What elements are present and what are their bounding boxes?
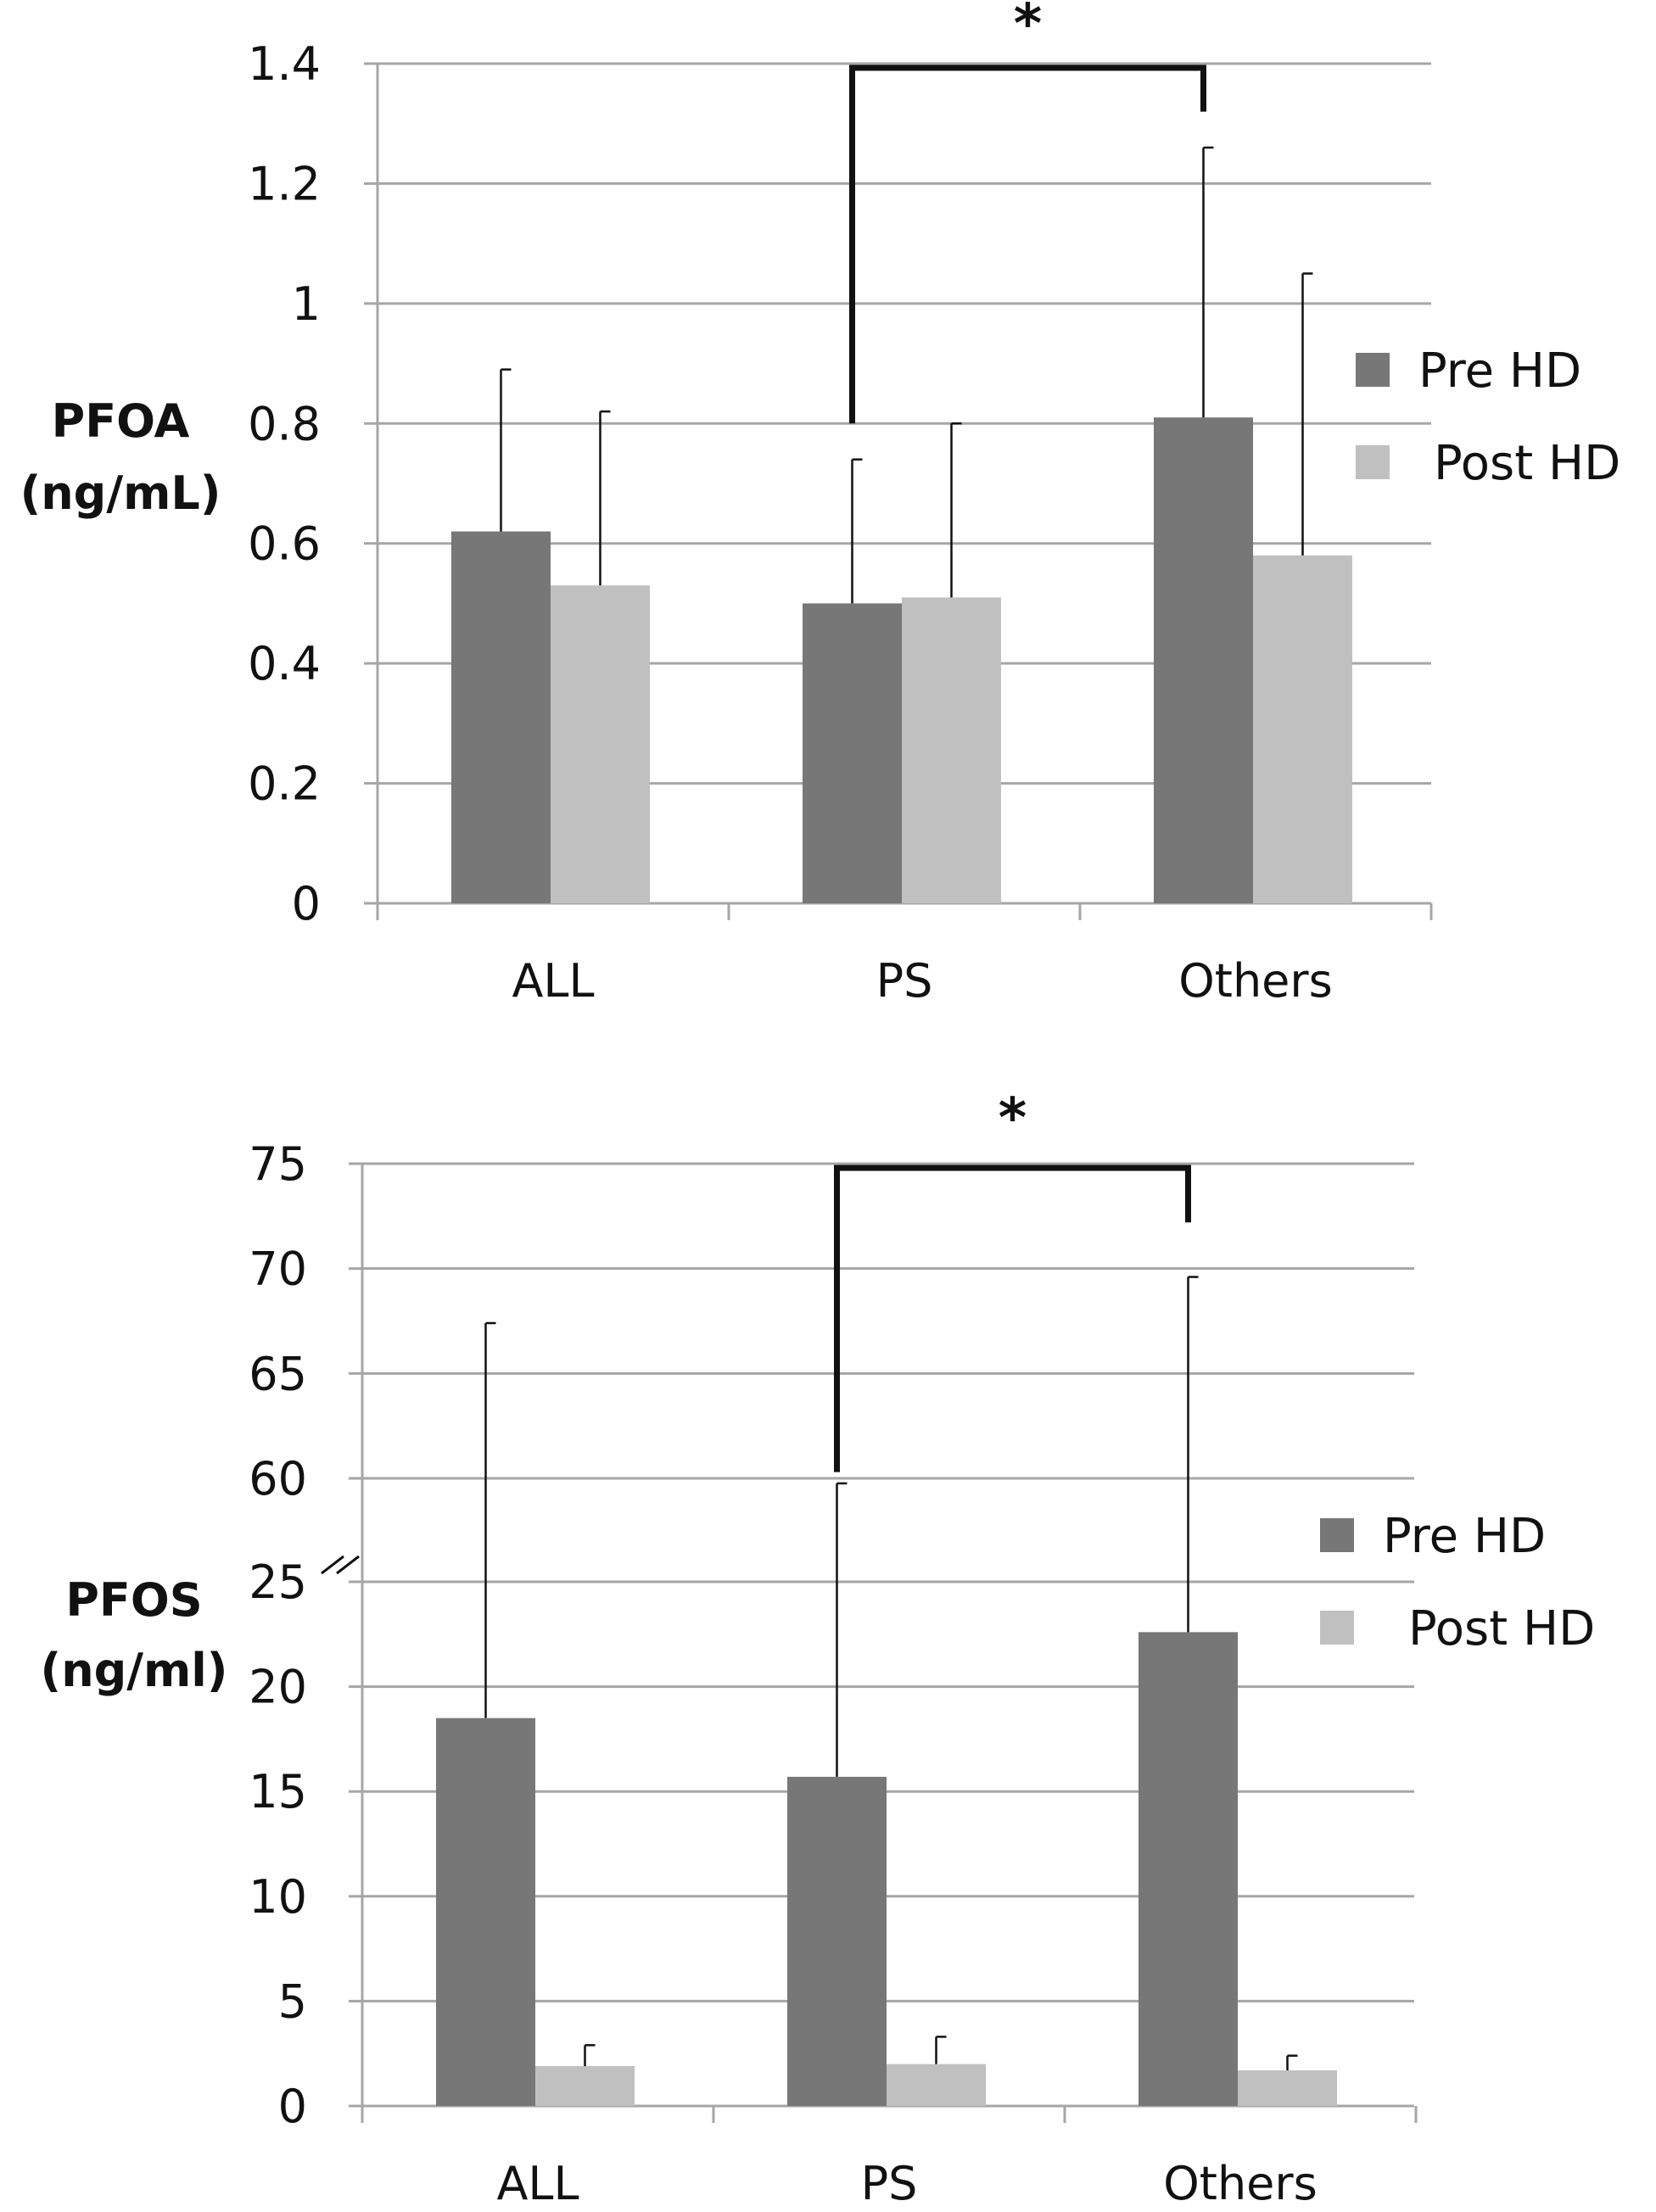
y-tick-label: 25 — [249, 1556, 307, 1609]
post-hd-bar — [1253, 555, 1352, 903]
y-tick-label: 1.4 — [248, 37, 321, 91]
y-tick-label: 0.8 — [248, 397, 321, 450]
pre-hd-bar — [1138, 1632, 1238, 2106]
legend-swatch-pre-hd — [1356, 353, 1390, 387]
legend-label: Post HD — [1408, 1601, 1595, 1656]
legend-swatch-post-hd — [1356, 445, 1390, 479]
pfos-chart: 0 5 10 15 20 25 60 65 70 75 ALL PS Others PFOS (ng/ml)… — [41, 1087, 1596, 2210]
y-tick-label: 5 — [278, 1975, 307, 2028]
axis-break-mark — [321, 1555, 360, 1575]
x-category-label: Others — [1178, 954, 1332, 1008]
pfoa-chart: 0 0.2 0.4 0.6 0.8 1 1.2 1.4 ALL PS Others PFOA (ng/m… — [20, 0, 1621, 1008]
legend-swatch-pre-hd — [1320, 1518, 1354, 1552]
y-axis-label: PFOA — [52, 394, 190, 448]
x-category-label: PS — [861, 2157, 918, 2210]
y-tick-label: 0.2 — [248, 757, 321, 811]
post-hd-bar — [1238, 2070, 1337, 2106]
pre-hd-bar — [1154, 417, 1253, 903]
y-tick-label: 0.6 — [248, 517, 321, 571]
pre-hd-bar — [436, 1718, 535, 2106]
post-hd-bar — [887, 2064, 986, 2106]
post-hd-bar — [902, 597, 1001, 903]
y-tick-label: 10 — [249, 1870, 307, 1924]
x-category-label: ALL — [512, 954, 594, 1008]
legend-swatch-post-hd — [1320, 1611, 1354, 1645]
significance-bracket — [849, 64, 1206, 424]
y-tick-label: 15 — [249, 1765, 307, 1818]
y-tick-label: 70 — [249, 1243, 307, 1296]
legend-label: Post HD — [1434, 436, 1620, 491]
y-tick-label: 0 — [278, 2080, 307, 2133]
x-category-label: ALL — [496, 2157, 579, 2210]
pre-hd-bar — [787, 1776, 887, 2106]
significance-bracket — [834, 1165, 1191, 1472]
y-axis-label: (ng/ml) — [41, 1644, 228, 1697]
y-tick-label: 0 — [292, 877, 321, 930]
significance-star: * — [999, 1087, 1027, 1150]
y-tick-label: 65 — [249, 1347, 307, 1400]
post-hd-bar — [535, 2066, 635, 2106]
post-hd-bar — [551, 585, 650, 903]
y-tick-label: 60 — [249, 1452, 307, 1505]
x-category-label: Others — [1163, 2157, 1317, 2210]
x-category-label: PS — [876, 954, 933, 1008]
y-tick-label: 1 — [292, 277, 321, 331]
legend-label: Pre HD — [1418, 344, 1581, 399]
y-axis-label: PFOS — [65, 1573, 202, 1627]
pre-hd-bar — [451, 531, 551, 903]
y-tick-label: 1.2 — [248, 157, 321, 210]
legend-label: Pre HD — [1383, 1509, 1546, 1564]
y-tick-label: 0.4 — [248, 637, 321, 690]
significance-star: * — [1014, 0, 1042, 56]
y-tick-label: 75 — [249, 1137, 307, 1191]
pre-hd-bar — [803, 603, 902, 903]
y-axis-label: (ng/mL) — [20, 466, 221, 520]
y-tick-label: 20 — [249, 1661, 307, 1714]
